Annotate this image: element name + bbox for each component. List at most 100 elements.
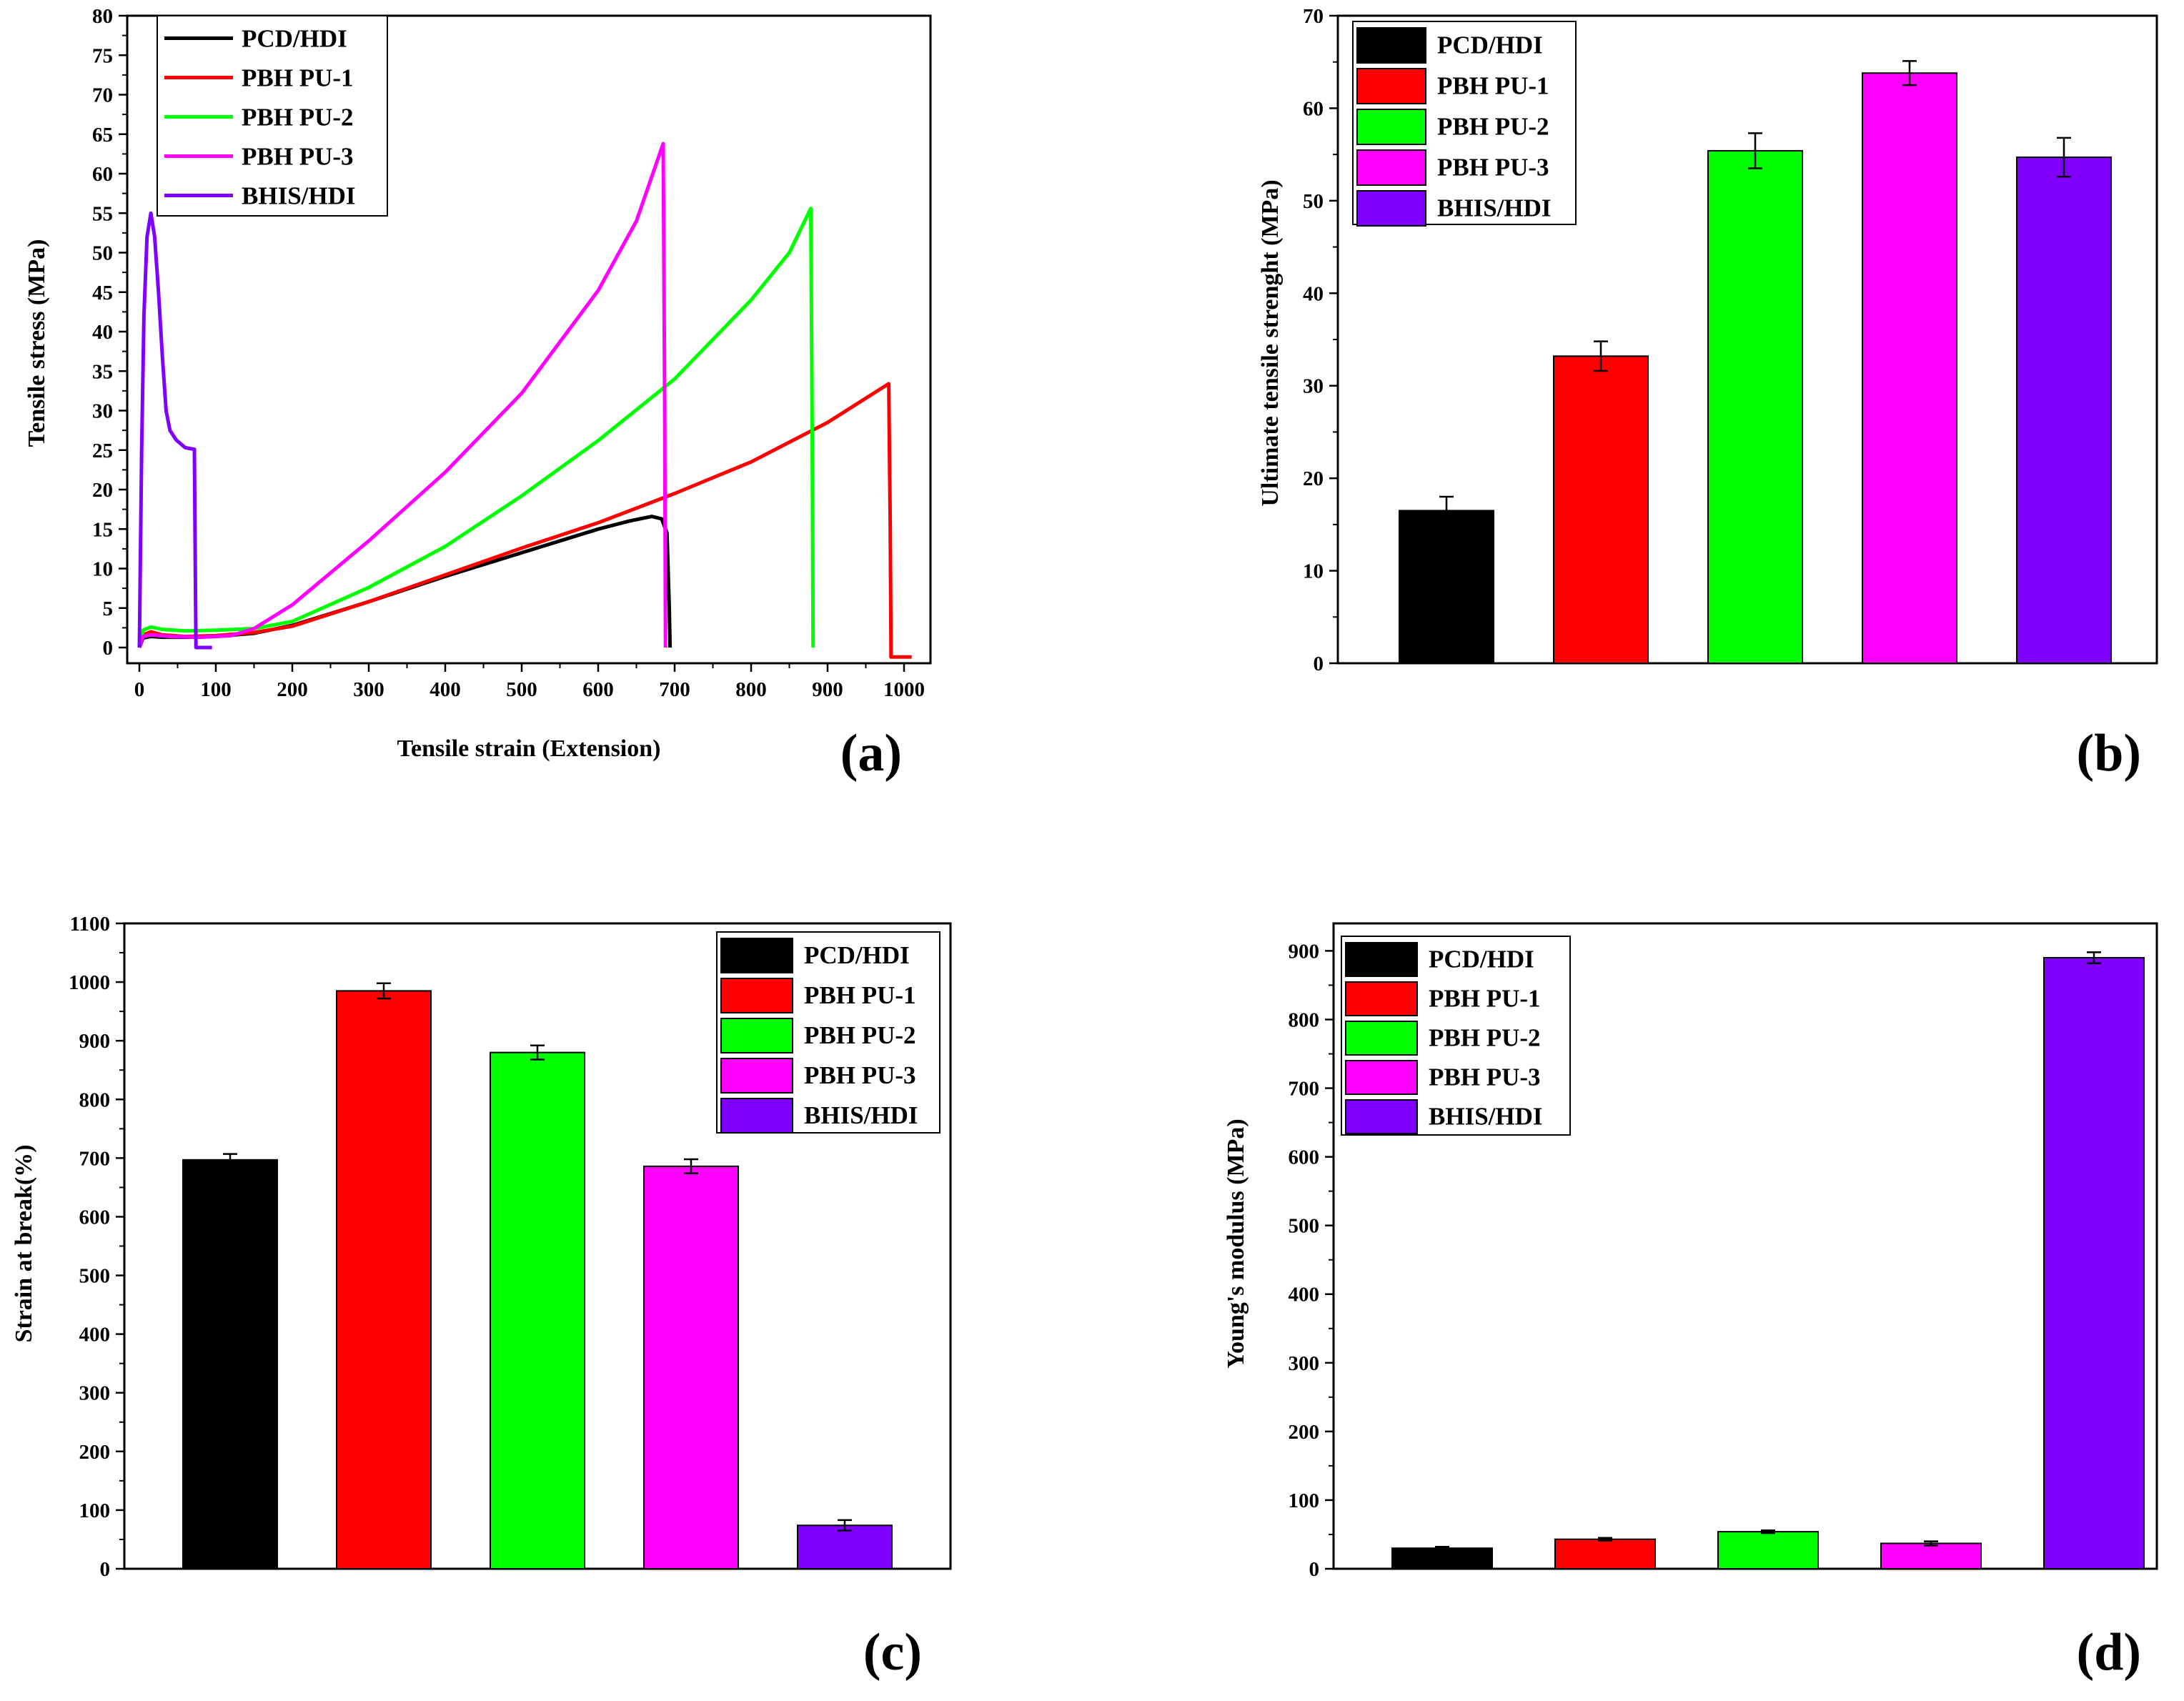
legend-swatch-pcd-hdi — [720, 938, 793, 973]
legend-swatch-pcd-hdi — [1345, 942, 1418, 977]
legend-entry-pbh-pu-2: PBH PU-2 — [804, 1021, 916, 1049]
panel-label: (d) — [2077, 1623, 2141, 1682]
legend-entry-bhis-hdi: BHIS/HDI — [1429, 1103, 1543, 1131]
y-tick-label: 500 — [1289, 1215, 1320, 1238]
bar-pcd-hdi — [182, 1159, 278, 1570]
y-tick-label: 50 — [92, 242, 113, 265]
y-tick-label: 50 — [1303, 190, 1324, 213]
panel-c-bar-chart: 0 100 200 300 400 500 600 700 800 900 1000 1100 PCD/… — [11, 913, 952, 1682]
x-tick-label: 100 — [200, 678, 232, 701]
y-tick-label: 1000 — [69, 971, 110, 994]
legend-swatch-pbh-pu-2 — [720, 1018, 793, 1053]
legend-entry-bhis-hdi: BHIS/HDI — [242, 182, 356, 210]
y-tick-label: 1100 — [70, 913, 110, 936]
legend-swatch-pbh-pu-1 — [1345, 981, 1418, 1016]
bar-pbh-pu-2 — [490, 1051, 585, 1569]
y-tick-label: 60 — [92, 163, 113, 186]
bar-bhis-hdi — [2016, 157, 2112, 665]
legend-swatch-pbh-pu-3 — [1356, 149, 1426, 186]
x-tick-label: 600 — [582, 678, 614, 701]
y-tick-label: 300 — [79, 1382, 111, 1405]
bar-pbh-pu-2 — [1717, 1531, 1819, 1569]
y-tick-label: 100 — [1289, 1489, 1320, 1512]
x-tick-label: 300 — [353, 678, 384, 701]
y-tick-label: 10 — [92, 558, 113, 581]
y-tick-label: 900 — [1289, 940, 1320, 963]
x-tick-label: 900 — [812, 678, 843, 701]
y-tick-label: 400 — [79, 1324, 111, 1347]
x-tick-label: 0 — [134, 678, 145, 701]
legend-entry-pbh-pu-3: PBH PU-3 — [804, 1061, 916, 1089]
legend-swatch-pbh-pu-1 — [720, 978, 793, 1013]
legend-entry-pbh-pu-2: PBH PU-2 — [1437, 113, 1549, 141]
y-tick-label: 10 — [1303, 560, 1324, 583]
legend-entry-bhis-hdi: BHIS/HDI — [1437, 194, 1552, 222]
panel-d-bar-chart: 0 100 200 300 400 500 600 700 800 900 PCD/HDI PBH P… — [1223, 922, 2158, 1682]
legend-entry-pcd-hdi: PCD/HDI — [804, 941, 910, 969]
y-tick-label: 600 — [79, 1206, 111, 1229]
y-tick-label: 5 — [103, 597, 114, 620]
y-tick-label: 80 — [92, 5, 113, 28]
x-axis-label: Tensile strain (Extension) — [397, 735, 660, 762]
panel-label: (c) — [863, 1623, 922, 1682]
x-tick-label: 200 — [277, 678, 308, 701]
y-tick-label: 55 — [92, 202, 113, 225]
y-tick-label: 0 — [103, 637, 114, 660]
y-tick-label: 700 — [79, 1147, 111, 1170]
panel-a-line-chart: 0 100 200 300 400 500 600 700 800 900 1000 0 5 10 15 20… — [24, 5, 932, 783]
y-axis-label: Tensile stress (MPa) — [24, 239, 50, 447]
legend-swatch-bhis-hdi — [1345, 1099, 1418, 1134]
y-tick-label: 0 — [1314, 653, 1324, 675]
legend-swatch-bhis-hdi — [720, 1098, 793, 1134]
bar-pcd-hdi — [1391, 1547, 1493, 1570]
y-tick-label: 700 — [1289, 1078, 1320, 1101]
y-tick-label: 75 — [92, 44, 113, 67]
x-tick-label: 500 — [506, 678, 537, 701]
y-tick-label: 20 — [1303, 467, 1324, 490]
legend-swatch-pbh-pu-3 — [1345, 1060, 1418, 1095]
legend-swatch-pbh-pu-2 — [1345, 1021, 1418, 1056]
legend-entry-pbh-pu-2: PBH PU-2 — [242, 104, 354, 132]
y-axis-label: Strain at break(%) — [11, 1144, 37, 1342]
y-tick-label: 30 — [1303, 375, 1324, 398]
legend-entry-pcd-hdi: PCD/HDI — [1429, 946, 1534, 973]
legend-entry-bhis-hdi: BHIS/HDI — [804, 1101, 918, 1129]
series-line-pbh-pu-3 — [137, 142, 667, 648]
legend-swatch-pbh-pu-1 — [1356, 68, 1426, 104]
y-tick-label: 100 — [79, 1499, 111, 1522]
y-axis-label: Ultimate tensile strenght (MPa) — [1257, 179, 1284, 506]
bar-bhis-hdi — [797, 1524, 893, 1569]
bar-pbh-pu-1 — [336, 990, 432, 1569]
legend-entry-pbh-pu-3: PBH PU-3 — [242, 143, 354, 171]
y-tick-label: 400 — [1289, 1284, 1320, 1306]
y-tick-label: 45 — [92, 282, 113, 304]
y-tick-label: 800 — [1289, 1008, 1320, 1031]
bar-pbh-pu-2 — [1707, 149, 1803, 665]
y-tick-label: 800 — [79, 1088, 111, 1111]
plot-frame — [126, 14, 932, 665]
panel-label: (a) — [840, 724, 902, 783]
bar-pbh-pu-1 — [1554, 1538, 1656, 1570]
legend-entry-pbh-pu-1: PBH PU-1 — [804, 981, 916, 1009]
y-tick-label: 20 — [92, 479, 113, 502]
y-tick-label: 70 — [92, 84, 113, 107]
y-tick-label: 65 — [92, 124, 113, 147]
legend-entry-pbh-pu-1: PBH PU-1 — [1429, 985, 1541, 1013]
series-line-bhis-hdi — [137, 211, 212, 650]
y-tick-label: 0 — [1309, 1558, 1320, 1581]
y-tick-label: 200 — [79, 1441, 111, 1464]
panel-label: (b) — [2077, 724, 2141, 783]
legend-swatch-bhis-hdi — [1356, 190, 1426, 227]
bar-bhis-hdi — [2043, 957, 2145, 1569]
y-tick-label: 300 — [1289, 1352, 1320, 1375]
y-tick-label: 500 — [79, 1265, 111, 1288]
x-tick-label: 700 — [659, 678, 690, 701]
legend-entry-pbh-pu-1: PBH PU-1 — [1437, 72, 1549, 100]
legend-entry-pbh-pu-2: PBH PU-2 — [1429, 1024, 1541, 1052]
legend-entry-pcd-hdi: PCD/HDI — [1437, 31, 1543, 59]
y-tick-label: 200 — [1289, 1421, 1320, 1444]
panel-b-bar-chart: 0 10 20 30 40 50 60 70 PCD/HDI PBH PU-1 PBH PU-2 PB… — [1257, 5, 2158, 783]
x-tick-label: 1000 — [883, 678, 925, 701]
bar-pcd-hdi — [1399, 510, 1494, 665]
